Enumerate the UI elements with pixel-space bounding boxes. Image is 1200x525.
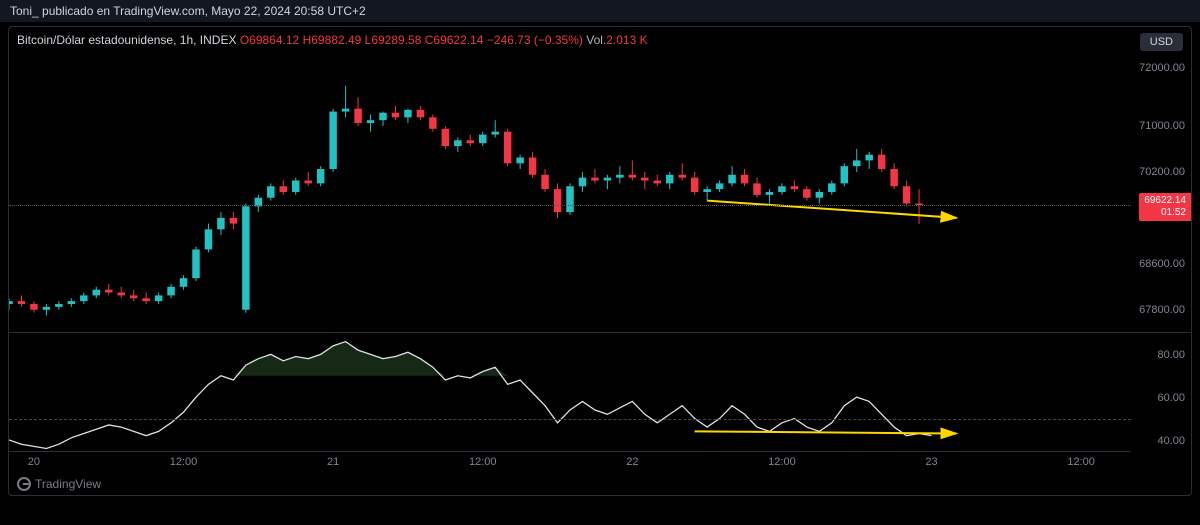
time-x-tick: 21 bbox=[327, 456, 339, 468]
h-label: H bbox=[303, 33, 312, 47]
rsi-midline bbox=[9, 419, 1131, 420]
time-x-tick: 22 bbox=[626, 456, 638, 468]
current-price-marker: 69622.14 01:52 bbox=[1139, 193, 1191, 221]
rsi-y-tick: 40.00 bbox=[1157, 435, 1185, 447]
time-x-tick: 12:00 bbox=[768, 456, 796, 468]
time-x-axis: 20 12:00 21 12:00 22 12:00 23 12:00 bbox=[9, 451, 1131, 471]
rsi-y-tick: 80.00 bbox=[1157, 349, 1185, 361]
price-y-tick: 68600.00 bbox=[1139, 258, 1185, 270]
time-x-tick: 20 bbox=[28, 456, 40, 468]
rsi-y-tick: 60.00 bbox=[1157, 392, 1185, 404]
change-value: −246.73 (−0.35%) bbox=[487, 33, 583, 47]
currency-button[interactable]: USD bbox=[1140, 33, 1183, 51]
price-y-tick: 71000.00 bbox=[1139, 120, 1185, 132]
time-x-tick: 12:00 bbox=[1067, 456, 1095, 468]
h-value: 69882.49 bbox=[311, 33, 361, 47]
time-x-tick: 23 bbox=[925, 456, 937, 468]
price-marker-countdown: 01:52 bbox=[1144, 207, 1186, 219]
symbol-label: Bitcoin/Dólar estadounidense, 1h, INDEX bbox=[17, 33, 236, 47]
price-y-tick: 70200.00 bbox=[1139, 166, 1185, 178]
o-label: O bbox=[240, 33, 249, 47]
rsi-y-axis: 80.00 60.00 40.00 bbox=[1131, 332, 1191, 472]
tradingview-logo-icon bbox=[17, 477, 31, 491]
vol-value: 2.013 K bbox=[606, 33, 647, 47]
c-value: 69622.14 bbox=[433, 33, 483, 47]
watermark-text: TradingView bbox=[35, 477, 101, 491]
price-y-tick: 72000.00 bbox=[1139, 62, 1185, 74]
time-x-tick: 12:00 bbox=[469, 456, 497, 468]
tradingview-watermark: TradingView bbox=[17, 477, 101, 491]
price-y-tick: 67800.00 bbox=[1139, 304, 1185, 316]
time-x-tick: 12:00 bbox=[170, 456, 198, 468]
o-value: 69864.12 bbox=[249, 33, 299, 47]
chart-container: Bitcoin/Dólar estadounidense, 1h, INDEX … bbox=[8, 26, 1192, 496]
vol-label: Vol. bbox=[586, 33, 606, 47]
ohlc-info: Bitcoin/Dólar estadounidense, 1h, INDEX … bbox=[17, 33, 648, 47]
current-price-line bbox=[9, 205, 1131, 206]
price-marker-value: 69622.14 bbox=[1144, 195, 1186, 207]
price-y-axis: 69622.14 01:52 72000.00 71000.00 70200.00 6… bbox=[1131, 57, 1191, 327]
l-value: 69289.58 bbox=[371, 33, 421, 47]
publish-info: Toni_ publicado en TradingView.com, Mayo… bbox=[0, 0, 1200, 22]
price-chart-panel[interactable] bbox=[9, 57, 1131, 327]
